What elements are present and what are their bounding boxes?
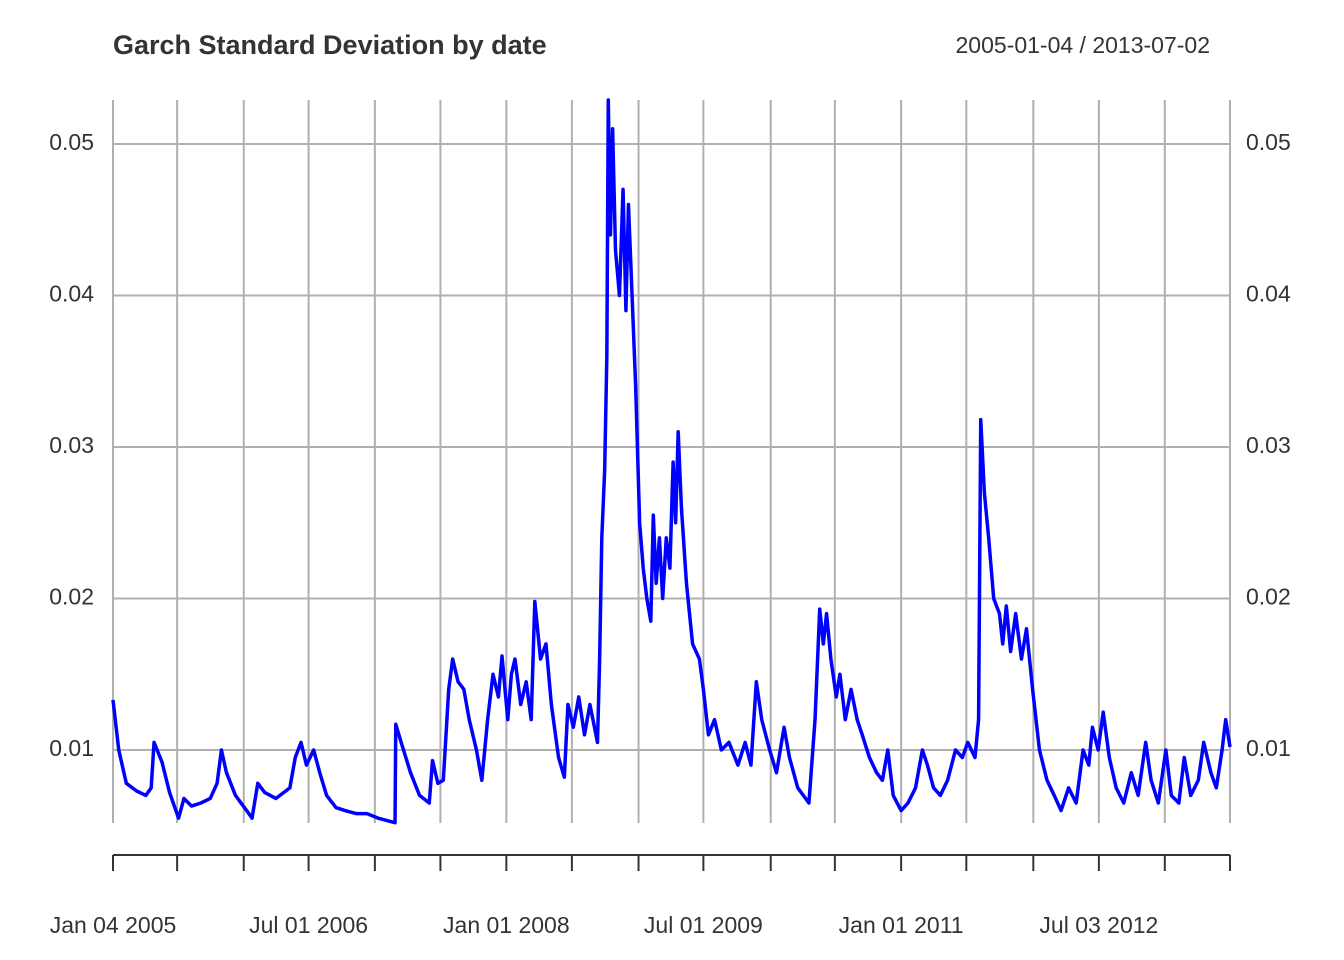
y-tick-label: 0.03 [49,432,94,458]
x-tick-label: Jul 01 2009 [644,912,763,938]
y-tick-label-right: 0.02 [1246,584,1291,610]
chart-title: Garch Standard Deviation by date [113,30,547,60]
series-line [111,98,1232,825]
date-range: 2005-01-04 / 2013-07-02 [956,32,1210,58]
y-tick-label: 0.02 [49,584,94,610]
y-tick-label: 0.05 [49,129,94,155]
x-tick-label: Jul 03 2012 [1039,912,1158,938]
x-tick-label: Jul 01 2006 [249,912,368,938]
y-tick-label: 0.04 [49,281,94,307]
y-tick-label-right: 0.04 [1246,281,1291,307]
x-tick-label: Jan 01 2008 [443,912,570,938]
y-tick-label-right: 0.05 [1246,129,1291,155]
y-tick-label-right: 0.01 [1246,735,1291,761]
y-tick-label-right: 0.03 [1246,432,1291,458]
y-tick-label: 0.01 [49,735,94,761]
x-tick-label: Jan 04 2005 [50,912,177,938]
x-tick-label: Jan 01 2011 [839,912,964,938]
